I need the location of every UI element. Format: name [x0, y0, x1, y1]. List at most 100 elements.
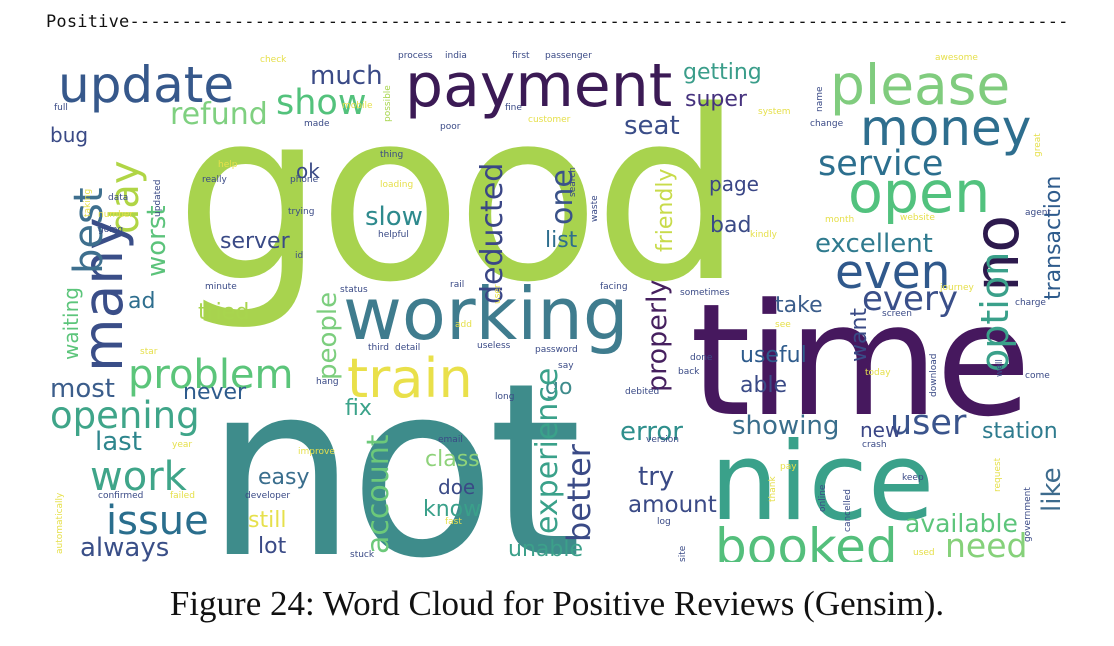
word-pay: pay [780, 462, 797, 472]
word-want: want [847, 308, 872, 362]
figure-caption: Figure 24: Word Cloud for Positive Revie… [169, 584, 945, 623]
word-screen: screen [882, 309, 912, 319]
word-getting: getting [683, 60, 762, 85]
word-unable: unable [508, 537, 583, 562]
word-people: people [313, 292, 343, 380]
word-journey: journey [939, 283, 974, 293]
word-back: back [678, 367, 700, 377]
word-government: government [1023, 487, 1033, 542]
word-great: great [1033, 133, 1043, 157]
word-india: india [445, 51, 467, 61]
word-good: good [175, 61, 737, 334]
word-user: user [890, 403, 967, 443]
word-mobile: mobile [342, 101, 373, 111]
word-agent: agent [1025, 208, 1051, 218]
word-never: never [183, 380, 247, 405]
word-fast: fast [445, 517, 462, 527]
word-made: made [304, 119, 330, 129]
word-minute: minute [205, 282, 237, 292]
word-useless: useless [477, 341, 511, 351]
word-site: site [678, 545, 688, 562]
word-experience: experience [530, 368, 565, 534]
word-waste: waste [590, 195, 600, 222]
word-possible: possible [383, 85, 393, 122]
word-email: email [438, 435, 463, 445]
word-server: server [220, 229, 291, 254]
word-long: long [495, 392, 514, 402]
word-excellent: excellent [815, 229, 933, 259]
word-doe: doe [438, 475, 475, 499]
word-log: log [657, 517, 671, 527]
word-bad: bad [710, 213, 751, 238]
word-website: website [900, 213, 935, 223]
word-name: name [815, 86, 825, 112]
word-third: third [368, 343, 389, 353]
word-no: no [960, 215, 1033, 292]
word-transaction: transaction [1041, 176, 1066, 300]
word-really: really [202, 175, 228, 185]
word-seat: seat [624, 111, 680, 141]
word-problem: problem [128, 352, 294, 398]
word-better: better [560, 443, 598, 542]
word-new: new [860, 418, 901, 442]
word-opening: opening [50, 394, 200, 437]
word-page: page [709, 172, 759, 196]
word-passenger: passenger [545, 51, 592, 61]
word-well: well [995, 359, 1005, 377]
word-know: know [423, 497, 481, 522]
word-like: like [1037, 467, 1067, 512]
word-taking: taking [83, 189, 93, 217]
word-list: list [545, 228, 578, 253]
word-improve: improve [298, 447, 335, 457]
word-say: say [558, 361, 574, 371]
word-customer: customer [528, 115, 571, 125]
word-most: most [50, 374, 115, 404]
word-phone: phone [290, 175, 319, 185]
word-kindly: kindly [750, 230, 778, 240]
word-go: go [545, 375, 572, 400]
word-crash: crash [862, 440, 887, 450]
word-money: money [860, 99, 1031, 157]
word-thing: thing [380, 150, 403, 160]
word-thank: thank [768, 476, 778, 502]
word-year: year [172, 440, 192, 450]
word-waiting: waiting [59, 287, 83, 360]
word-option: option [973, 252, 1017, 372]
word-amount: amount [628, 492, 717, 518]
word-please: please [830, 53, 1010, 117]
word-charge: charge [1015, 298, 1046, 308]
word-sometimes: sometimes [680, 288, 730, 298]
word-available: available [905, 509, 1018, 538]
word-id: id [295, 251, 303, 261]
word-today: today [865, 368, 891, 378]
word-still: still [248, 508, 286, 533]
word-stuck: stuck [350, 550, 375, 560]
word-update: update [58, 56, 234, 114]
word-awesome: awesome [935, 53, 978, 63]
word-cancelled: cancelled [843, 489, 853, 532]
word-check: check [260, 55, 287, 65]
word-fix: fix [345, 396, 372, 421]
section-label: Positive [46, 12, 130, 32]
word-keep: keep [902, 473, 924, 483]
word-slow: slow [365, 202, 423, 232]
word-payment: payment [405, 51, 672, 121]
word-able: able [740, 373, 787, 398]
word-developer: developer [245, 491, 290, 501]
word-properly: properly [642, 279, 673, 392]
word-nice: nice [710, 420, 934, 545]
word-showing: showing [732, 411, 839, 441]
word-work: work [90, 454, 188, 500]
word-easy: easy [258, 465, 310, 490]
word-class: class [425, 447, 480, 472]
word-every: every [862, 279, 958, 319]
word-even: even [835, 245, 950, 300]
word-status: status [340, 285, 368, 295]
word-user2: user [493, 284, 503, 304]
word-super: super [685, 87, 748, 112]
word-ok: ok [296, 159, 320, 183]
word-add: add [455, 320, 472, 330]
word-number: number [98, 210, 133, 220]
word-trying: trying [288, 207, 314, 217]
word-search: search [568, 167, 578, 197]
